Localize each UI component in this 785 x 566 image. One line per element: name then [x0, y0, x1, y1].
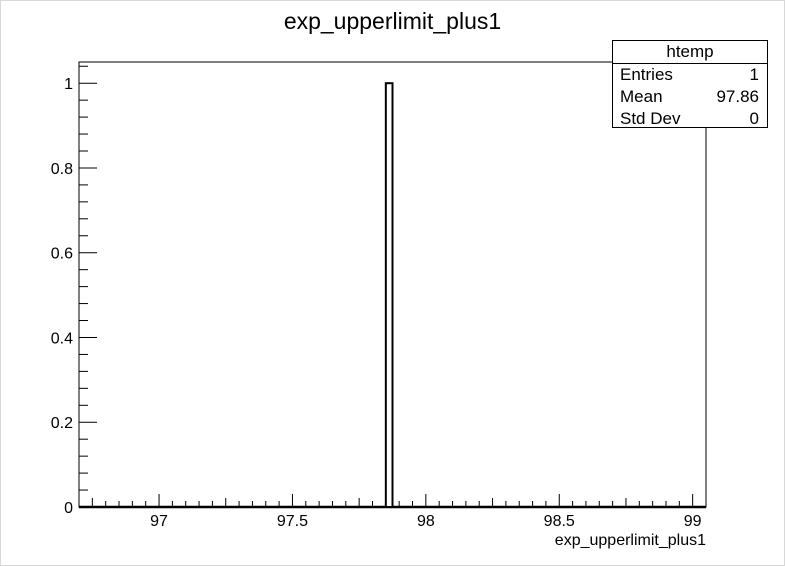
x-tick-label: 98.5 — [544, 513, 575, 530]
stats-box: htemp Entries 1 Mean 97.86 Std Dev 0 — [612, 40, 768, 128]
stats-label-entries: Entries — [620, 65, 673, 84]
x-tick-label: 97 — [150, 513, 168, 530]
stats-title: htemp — [613, 41, 767, 64]
stats-label-mean: Mean — [620, 87, 663, 106]
x-tick-label: 99 — [684, 513, 702, 530]
stats-row-mean: Mean 97.86 — [613, 86, 767, 108]
bars-layer — [384, 82, 394, 508]
y-tick-label: 0 — [64, 500, 73, 517]
stats-label-stddev: Std Dev — [620, 109, 681, 128]
histogram-bin-0 — [384, 82, 394, 508]
x-tick-label: 98 — [417, 513, 435, 530]
stats-row-stddev: Std Dev 0 — [613, 108, 767, 130]
y-tick-label: 0.6 — [51, 246, 73, 263]
y-tick-label: 0.2 — [51, 415, 73, 432]
chart-title: exp_upperlimit_plus1 — [283, 8, 502, 34]
y-tick-label: 0.4 — [51, 330, 73, 347]
stats-value-entries: 1 — [749, 65, 759, 84]
ticks-layer: 97 97.5 98 98.5 99 0 0.2 0.4 0.6 0.8 1 exp_upperlim… — [51, 65, 707, 549]
y-tick-label: 0.8 — [51, 161, 73, 178]
stats-value-stddev: 0 — [749, 109, 759, 128]
stats-value-mean: 97.86 — [716, 87, 759, 106]
stats-row-entries: Entries 1 — [613, 64, 767, 86]
y-tick-label: 1 — [64, 76, 73, 93]
x-tick-label: 97.5 — [277, 513, 308, 530]
x-axis-label: exp_upperlimit_plus1 — [555, 532, 706, 549]
